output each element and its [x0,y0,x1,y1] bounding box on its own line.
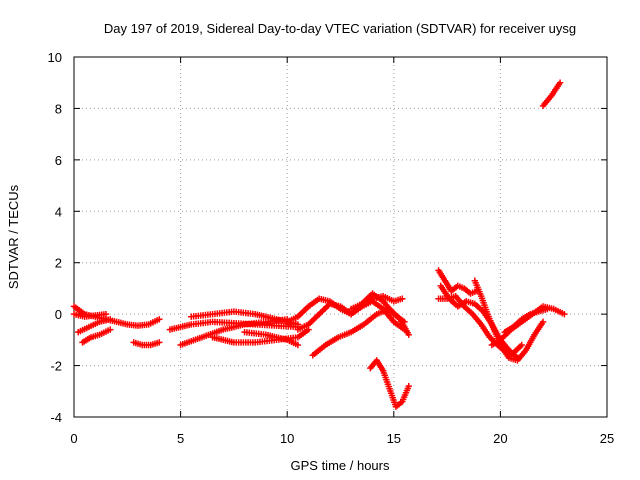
data-point [405,331,412,338]
x-tick-label: 20 [493,431,507,446]
data-point [518,341,525,349]
grid-lines [74,57,607,417]
series-arc-4 [79,326,114,346]
series-arc-15 [367,357,412,410]
x-tick-label: 0 [70,431,77,446]
data-point [401,318,408,326]
plot-frame [73,56,608,418]
data-points [70,79,568,410]
y-tick-label: 8 [55,101,62,116]
data-point [156,316,163,323]
series-arc-5 [130,339,163,349]
y-tick-label: 10 [48,50,62,65]
series-arc-22 [539,79,564,110]
x-tick-label: 25 [600,431,614,446]
data-point [156,339,163,346]
x-tick-label: 15 [387,431,401,446]
data-point [102,310,110,318]
data-point [556,79,564,86]
series-arc-16 [435,267,481,297]
chart-title: Day 197 of 2019, Sidereal Day-to-day VTE… [104,21,576,36]
data-point [405,382,412,390]
series-arc-3 [75,316,114,336]
data-point [544,305,551,313]
data-point [294,341,302,349]
x-axis-label: GPS time / hours [291,458,390,473]
y-tick-label: 6 [55,153,62,168]
series-arc-14 [347,290,408,326]
data-point [107,326,114,333]
axis-ticks: 0 5 10 15 20 25 -4 -2 0 2 4 6 8 10 [48,50,615,446]
data-point [539,318,547,326]
series-arc-13 [309,305,412,359]
data-point [107,316,114,323]
series-arc-11 [284,292,406,326]
data-point [561,310,568,318]
x-tick-label: 10 [280,431,294,446]
y-tick-label: -4 [50,410,62,425]
x-tick-label: 5 [177,431,184,446]
series-arc-21 [501,305,551,336]
y-tick-label: -2 [50,359,62,374]
series-arc-2 [70,310,110,320]
y-tick-label: 2 [55,256,62,271]
y-tick-label: 0 [55,307,62,322]
series-arc-12 [294,298,408,333]
series-arc-19 [471,277,547,364]
y-tick-label: 4 [55,204,62,219]
series-arc-10 [241,328,302,349]
data-point [399,295,406,302]
y-axis-label: SDTVAR / TECUs [6,184,21,289]
